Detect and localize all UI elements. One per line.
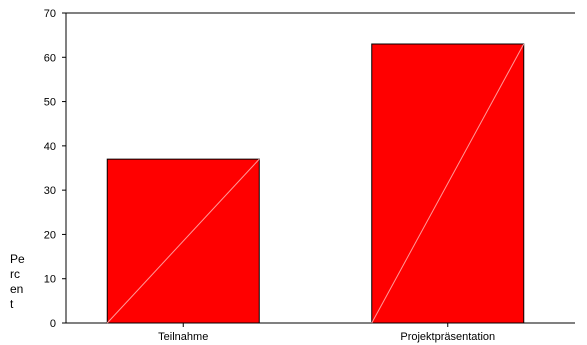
y-tick-label: 20 (44, 229, 56, 241)
x-tick-label: Teilnahme (158, 331, 208, 343)
y-axis: 0 10 20 30 40 50 60 70 (44, 8, 66, 330)
y-tick-label: 60 (44, 52, 56, 64)
y-label-fragment: Pe (10, 252, 25, 266)
bars (106, 43, 525, 324)
y-label-fragment: rc (10, 267, 20, 281)
y-tick-label: 40 (44, 141, 56, 153)
x-axis: Teilnahme Projektpräsentation (158, 323, 495, 343)
y-tick-label: 30 (44, 185, 56, 197)
y-label-fragment: en (10, 282, 23, 296)
bar-diagonal (371, 43, 525, 324)
y-tick-label: 10 (44, 274, 56, 286)
x-tick-label: Projektpräsentation (400, 331, 495, 343)
y-tick-label: 0 (50, 318, 56, 330)
y-tick-label: 70 (44, 8, 56, 20)
y-label-fragment: t (10, 297, 14, 311)
bar-diagonal (106, 158, 260, 324)
y-tick-label: 50 (44, 97, 56, 109)
